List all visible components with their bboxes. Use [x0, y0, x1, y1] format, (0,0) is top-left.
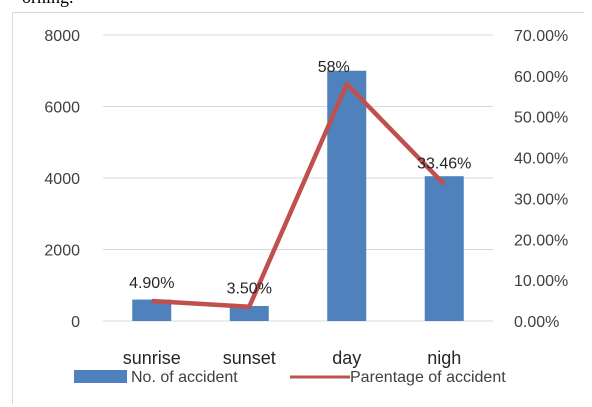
- right-axis-tick-label: 0.00%: [514, 314, 559, 331]
- right-axis-tick-label: 10.00%: [514, 273, 568, 290]
- data-label: 33.46%: [417, 155, 471, 172]
- data-labels: 4.90% 3.50% 58% 33.46%: [129, 59, 471, 298]
- bar: [327, 70, 367, 321]
- category-label: sunset: [223, 348, 276, 368]
- legend-label: No. of accident: [131, 369, 238, 386]
- category-label: nigh: [427, 348, 461, 368]
- bar-series: [132, 70, 464, 321]
- bar: [424, 176, 464, 321]
- category-labels: sunrise sunset day nigh: [123, 348, 462, 368]
- left-axis-ticks: 0 2000 4000 6000 8000: [44, 28, 80, 331]
- right-axis-tick-label: 30.00%: [514, 191, 568, 208]
- left-axis-tick-label: 0: [71, 314, 80, 331]
- legend-swatch-bar: [74, 370, 127, 383]
- right-axis-tick-label: 70.00%: [514, 28, 568, 45]
- data-label: 4.90%: [129, 275, 174, 292]
- data-label: 58%: [318, 59, 350, 76]
- left-axis-tick-label: 6000: [44, 100, 80, 117]
- bar: [132, 299, 172, 321]
- line-path: [151, 81, 446, 309]
- left-axis-tick-label: 2000: [44, 243, 80, 260]
- category-label: day: [332, 348, 361, 368]
- right-axis-ticks: 0.00% 10.00% 20.00% 30.00% 40.00% 50.00% 60.00…: [514, 28, 568, 331]
- left-axis-tick-label: 4000: [44, 171, 80, 188]
- legend-label: Parentage of accident: [350, 369, 506, 386]
- right-axis-tick-label: 50.00%: [514, 110, 568, 127]
- page-text-fragment: orning.: [22, 0, 74, 8]
- category-label: sunrise: [123, 348, 181, 368]
- right-axis-tick-label: 40.00%: [514, 151, 568, 168]
- right-axis-tick-label: 60.00%: [514, 69, 568, 86]
- chart-frame: [12, 12, 584, 404]
- line-series: [151, 81, 446, 309]
- left-axis-tick-label: 8000: [44, 28, 80, 45]
- data-label: 3.50%: [227, 281, 272, 298]
- right-axis-tick-label: 20.00%: [514, 232, 568, 249]
- legend: No. of accident Parentage of accident: [74, 369, 506, 386]
- bar: [229, 305, 269, 321]
